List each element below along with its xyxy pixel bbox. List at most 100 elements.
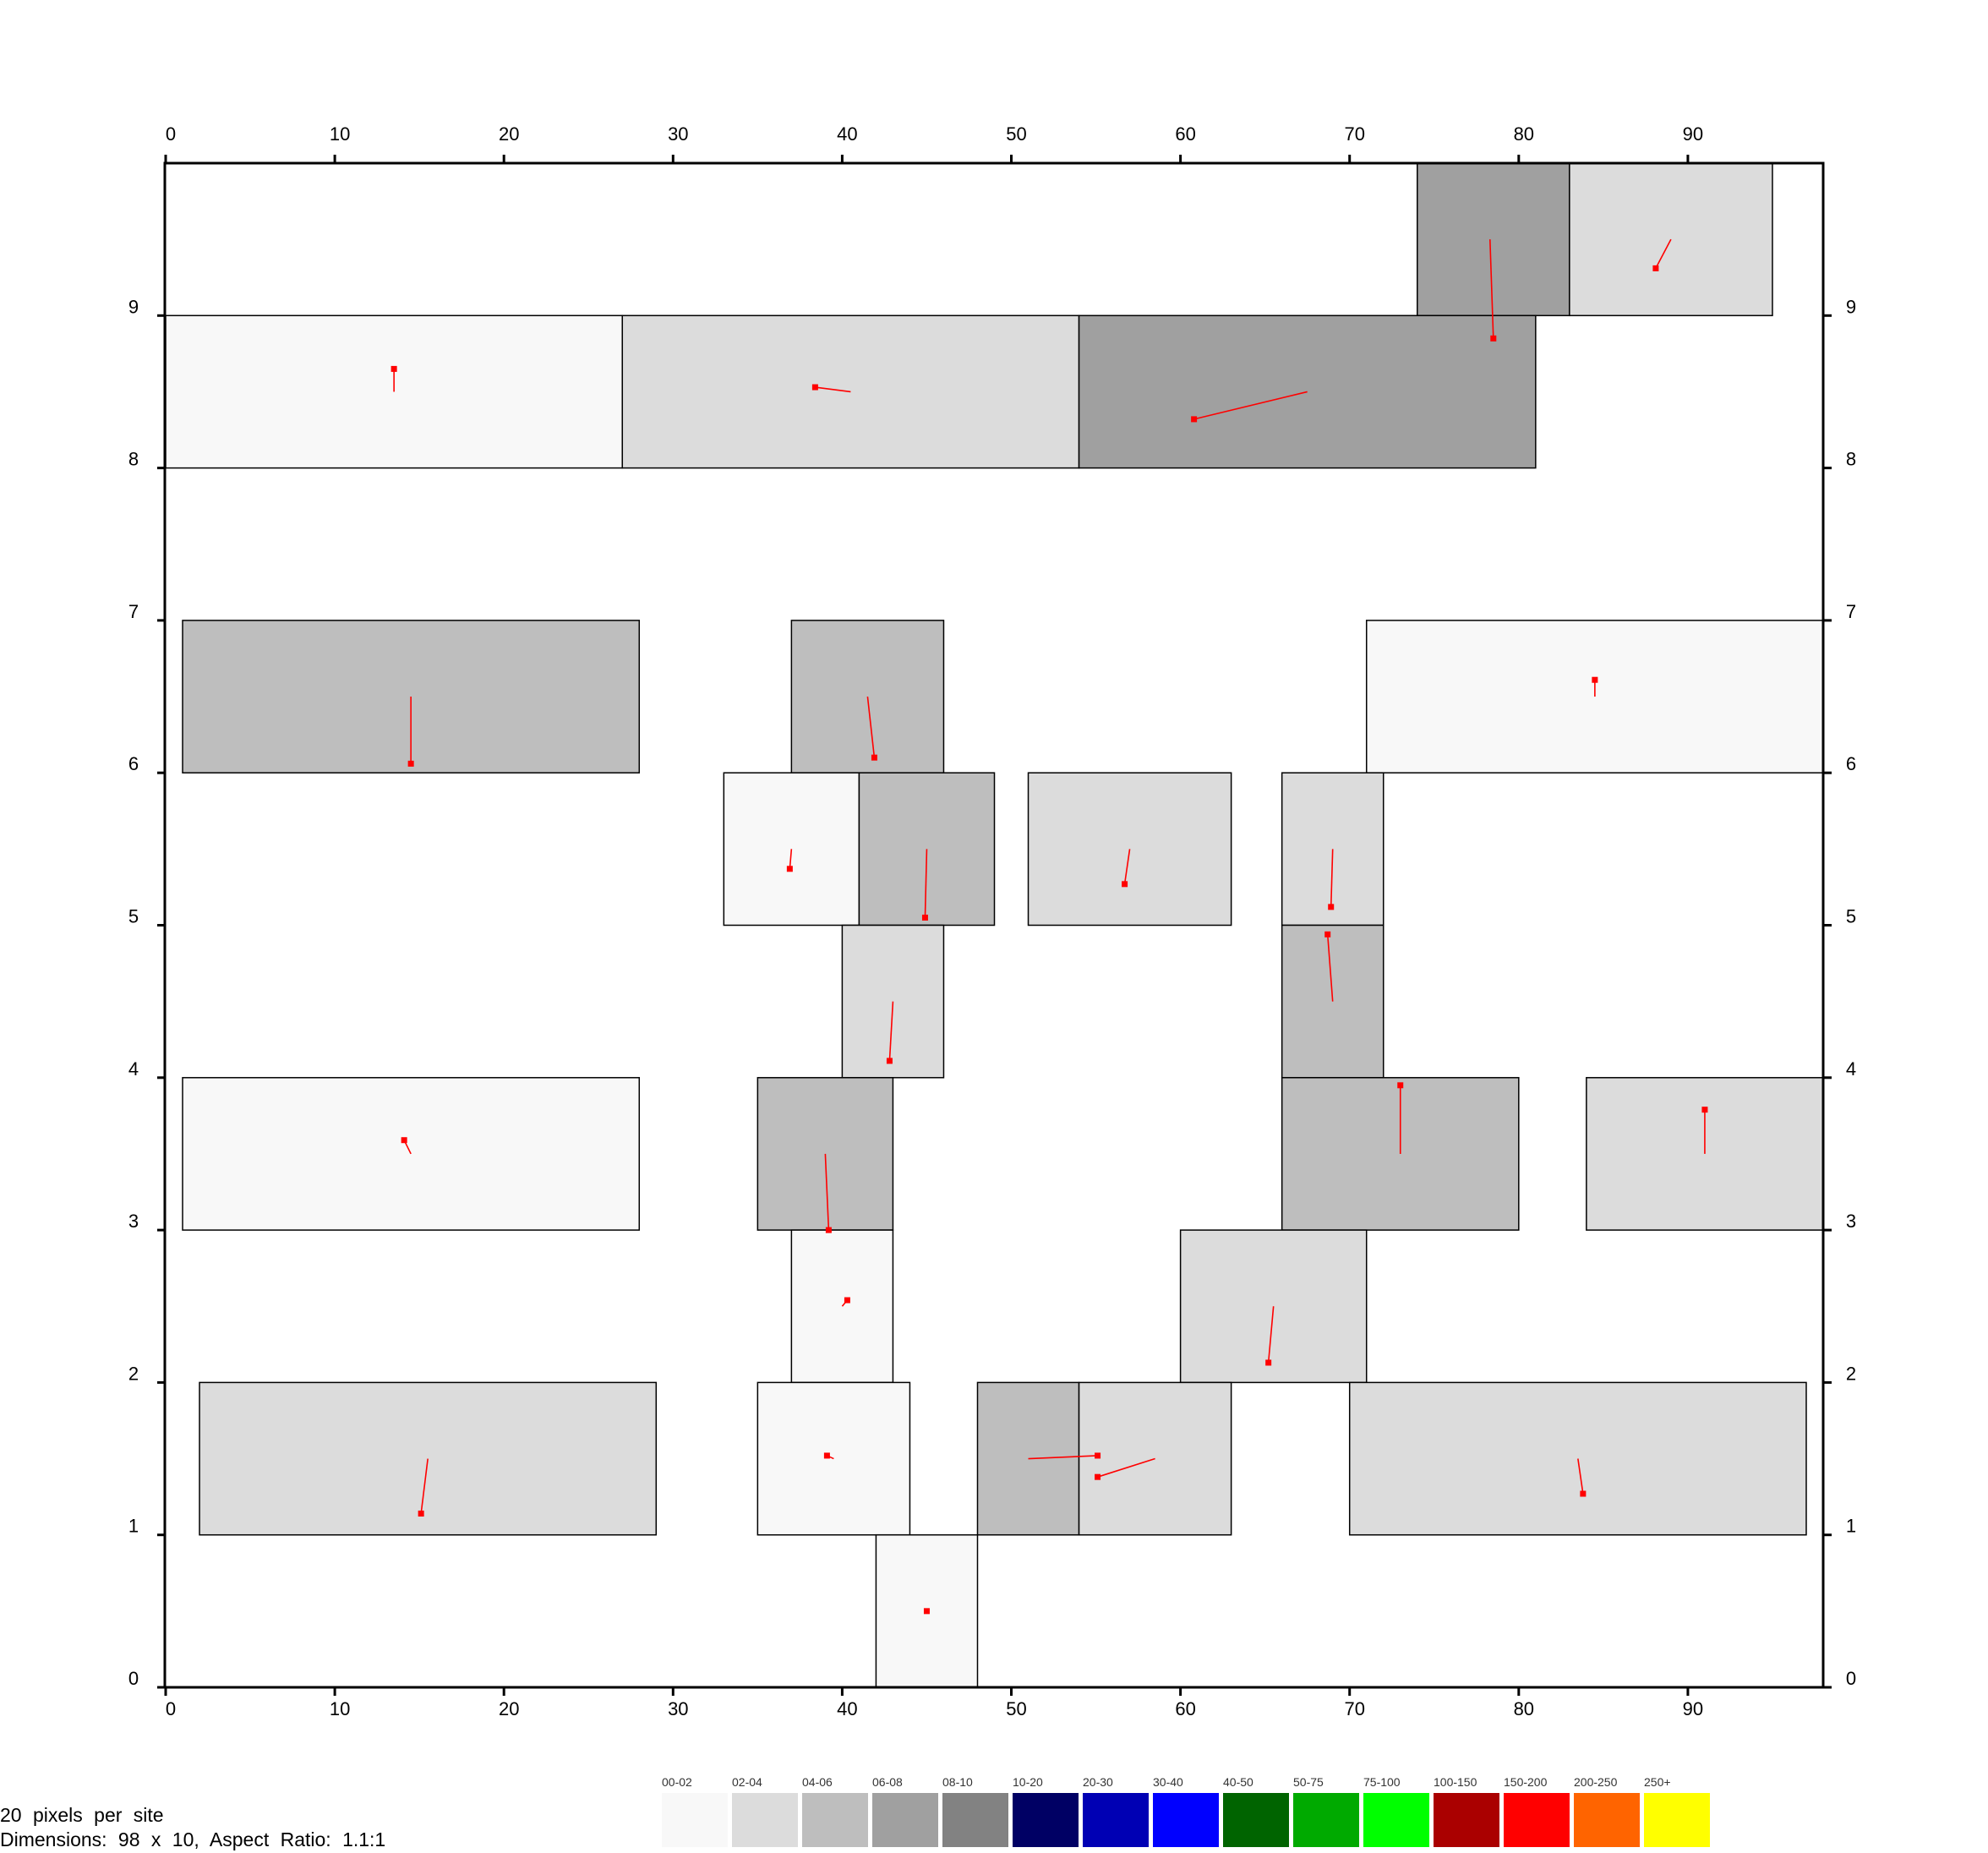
centroid-marker-14 xyxy=(401,1137,407,1144)
centroid-marker-6 xyxy=(871,754,877,761)
x-tick-label-bottom: 60 xyxy=(1175,1698,1195,1719)
y-tick-label-right: 0 xyxy=(1846,1668,1856,1689)
centroid-marker-0 xyxy=(1490,335,1497,342)
centroid-marker-16 xyxy=(1397,1082,1404,1089)
centroid-marker-25 xyxy=(923,1608,930,1615)
centroid-marker-19 xyxy=(1265,1359,1272,1366)
flow-vector-1 xyxy=(1655,238,1672,269)
dimensions-text: Dimensions: 98 x 10, Aspect Ratio: 1.1:1 xyxy=(0,1828,386,1850)
centroid-marker-13 xyxy=(1324,931,1331,937)
legend-label: 02-04 xyxy=(732,1775,762,1789)
centroid-marker-2 xyxy=(390,365,397,372)
y-tick-label-right: 4 xyxy=(1846,1058,1856,1080)
legend-label: 30-40 xyxy=(1153,1775,1183,1789)
legend-label: 20-30 xyxy=(1083,1775,1113,1789)
x-tick-label-top: 60 xyxy=(1175,123,1195,145)
cell-17 xyxy=(1586,1077,1824,1231)
cell-18 xyxy=(790,1229,894,1384)
flow-vector-13 xyxy=(1326,934,1334,1002)
cell-4 xyxy=(1078,314,1537,469)
centroid-marker-4 xyxy=(1191,416,1198,423)
y-tick-label-left: 1 xyxy=(128,1516,139,1537)
x-tick-label-top: 0 xyxy=(166,123,176,145)
y-tick-label-right: 8 xyxy=(1846,449,1856,470)
legend-swatch xyxy=(1363,1793,1429,1847)
legend-swatch xyxy=(662,1793,728,1847)
y-tick-label-left: 3 xyxy=(128,1211,139,1232)
flow-vector-19 xyxy=(1267,1306,1275,1364)
flow-vector-3 xyxy=(815,386,851,393)
x-tick-label-top: 50 xyxy=(1006,123,1026,145)
flow-vector-8 xyxy=(789,849,793,869)
legend-swatch xyxy=(1293,1793,1359,1847)
flow-vector-23 xyxy=(1097,1457,1155,1478)
flow-vector-22 xyxy=(1028,1455,1098,1460)
y-tick-label-right: 5 xyxy=(1846,906,1856,927)
cells-layer xyxy=(165,162,1824,1688)
centroid-marker-7 xyxy=(1592,676,1598,683)
pixels-per-site-text: 20 pixels per site xyxy=(0,1804,164,1826)
legend-label: 200-250 xyxy=(1574,1775,1618,1789)
centroid-marker-18 xyxy=(844,1297,850,1304)
legend-label: 100-150 xyxy=(1434,1775,1477,1789)
legend-swatch xyxy=(1574,1793,1640,1847)
color-legend: 00-02 02-04 04-06 06-08 08-10 10-20 20-30 30-40… xyxy=(662,1775,1710,1847)
centroid-marker-1 xyxy=(1652,265,1659,271)
x-tick-label-bottom: 90 xyxy=(1683,1698,1703,1719)
x-tick-label-top: 10 xyxy=(330,123,350,145)
y-tick-label-right: 1 xyxy=(1846,1516,1856,1537)
flow-vector-0 xyxy=(1488,239,1494,339)
centroid-marker-5 xyxy=(407,760,414,767)
flow-vector-9 xyxy=(924,849,928,918)
centroid-marker-12 xyxy=(886,1058,893,1064)
y-tick-label-left: 8 xyxy=(128,449,139,470)
cell-0 xyxy=(1417,162,1570,317)
legend-swatch xyxy=(1504,1793,1570,1847)
x-tick-label-bottom: 40 xyxy=(837,1698,857,1719)
centroid-marker-10 xyxy=(1122,881,1128,888)
y-tick-label-left: 5 xyxy=(128,906,139,927)
info-text: 20 pixels per site Dimensions: 98 x 10, … xyxy=(0,1803,385,1852)
x-tick-label-bottom: 10 xyxy=(330,1698,350,1719)
centroid-marker-23 xyxy=(1095,1473,1101,1480)
y-tick-label-right: 9 xyxy=(1846,296,1856,317)
y-tick-label-left: 6 xyxy=(128,753,139,774)
y-tick-label-left: 9 xyxy=(128,296,139,317)
flow-vector-6 xyxy=(866,696,876,758)
cell-7 xyxy=(1365,620,1824,773)
x-tick-label-top: 70 xyxy=(1344,123,1364,145)
legend-swatch xyxy=(872,1793,938,1847)
legend-label: 75-100 xyxy=(1363,1775,1401,1789)
x-tick-label-bottom: 70 xyxy=(1344,1698,1364,1719)
x-tick-label-top: 90 xyxy=(1683,123,1703,145)
flow-vector-15 xyxy=(824,1153,830,1231)
flow-vector-11 xyxy=(1330,849,1334,907)
y-tick-label-left: 0 xyxy=(128,1668,139,1689)
vectors-layer xyxy=(390,238,1708,1615)
x-tick-label-bottom: 50 xyxy=(1006,1698,1026,1719)
legend-label: 10-20 xyxy=(1013,1775,1043,1789)
y-tick-label-left: 4 xyxy=(128,1058,139,1080)
flow-vector-10 xyxy=(1123,849,1131,884)
x-tick-label-top: 30 xyxy=(668,123,688,145)
legend-label: 00-02 xyxy=(662,1775,692,1789)
legend-label: 250+ xyxy=(1644,1775,1671,1789)
legend-swatch xyxy=(1153,1793,1219,1847)
centroid-marker-15 xyxy=(825,1227,832,1233)
flow-vector-20 xyxy=(420,1458,429,1514)
flow-vector-12 xyxy=(888,1001,894,1062)
legend-swatch xyxy=(942,1793,1008,1847)
legend-label: 40-50 xyxy=(1223,1775,1253,1789)
centroid-marker-8 xyxy=(786,866,793,872)
x-tick-label-bottom: 80 xyxy=(1514,1698,1534,1719)
centroid-marker-21 xyxy=(823,1452,830,1459)
y-tick-label-right: 2 xyxy=(1846,1363,1856,1384)
centroid-marker-9 xyxy=(921,914,928,921)
x-tick-label-top: 20 xyxy=(499,123,519,145)
flow-vector-4 xyxy=(1193,391,1308,420)
x-tick-label-top: 40 xyxy=(837,123,857,145)
y-tick-label-right: 7 xyxy=(1846,601,1856,622)
x-tick-label-bottom: 20 xyxy=(499,1698,519,1719)
